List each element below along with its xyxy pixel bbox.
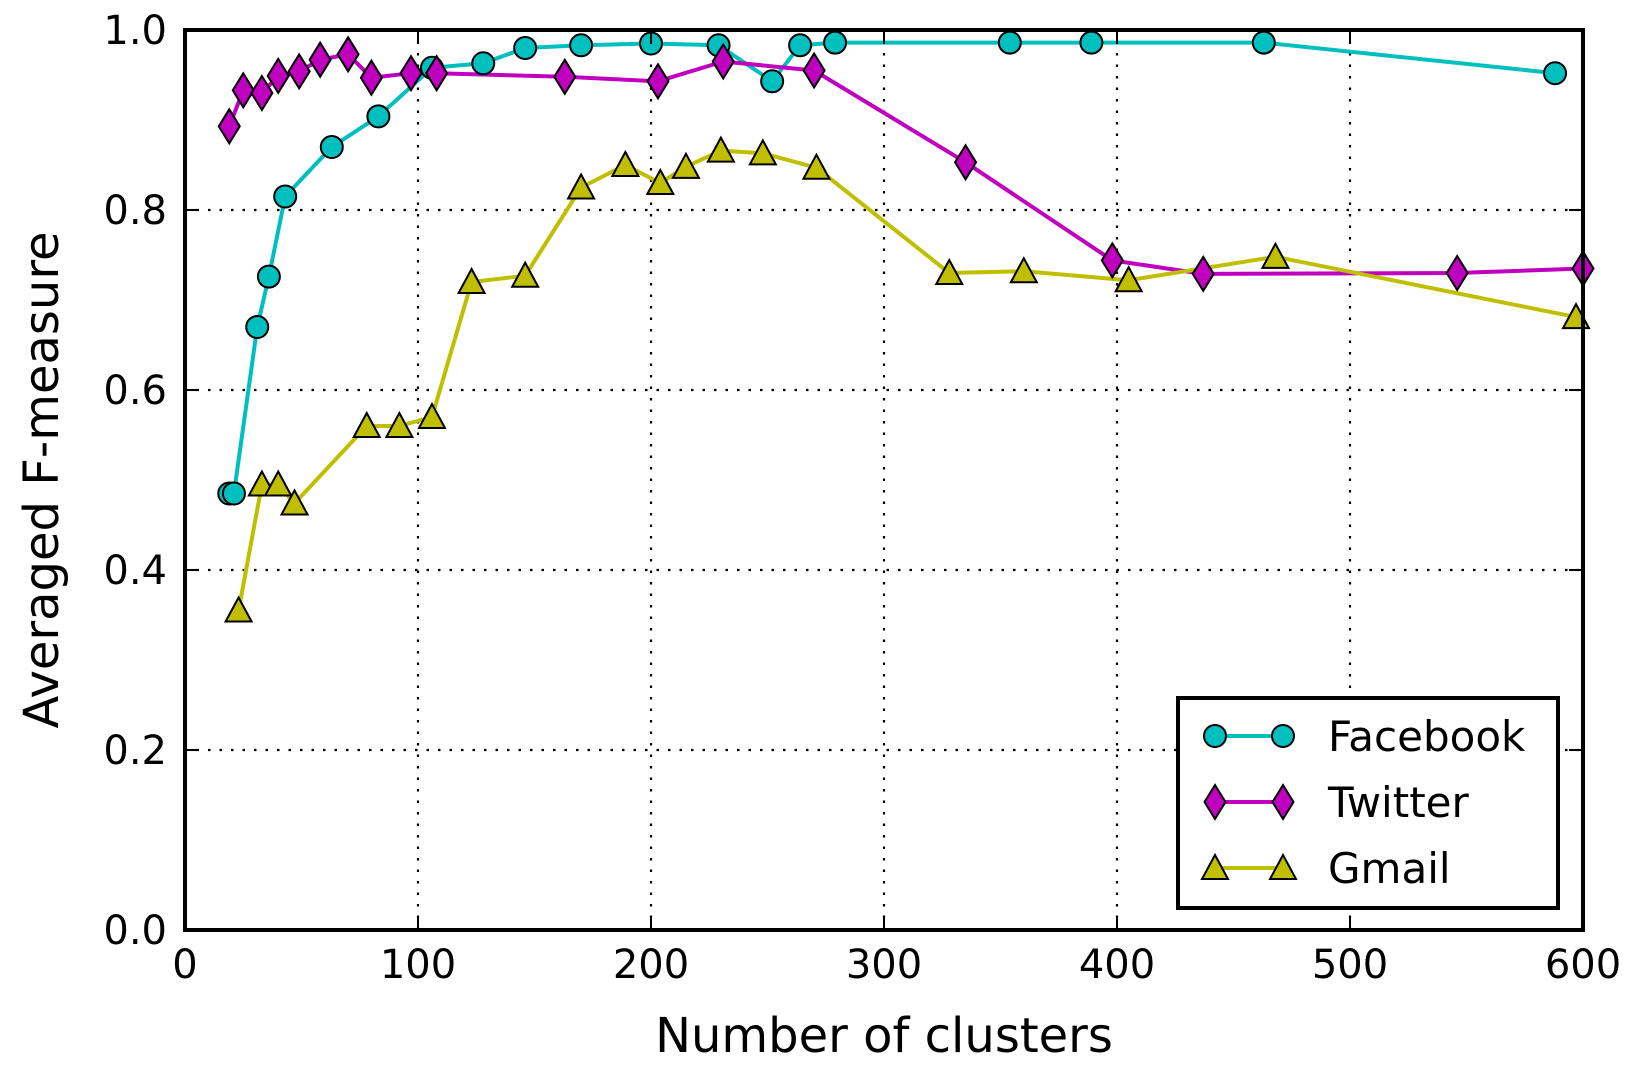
data-point-facebook: [997, 30, 1022, 55]
data-point-facebook: [788, 33, 813, 58]
data-point-twitter: [802, 51, 826, 90]
legend-marker-facebook: [1203, 724, 1227, 748]
legend-label-gmail: Gmail: [1328, 844, 1451, 893]
data-point-facebook: [245, 315, 270, 339]
legend-label-facebook: Facebook: [1328, 712, 1526, 761]
x-tick-label: 300: [846, 942, 922, 988]
data-point-facebook: [823, 30, 848, 55]
data-point-gmail: [706, 135, 736, 163]
data-point-facebook: [319, 135, 344, 159]
data-point-twitter: [1445, 254, 1469, 292]
data-point-twitter: [399, 54, 423, 93]
data-point-twitter: [308, 40, 332, 79]
data-point-facebook: [1543, 61, 1568, 86]
data-point-gmail: [1009, 256, 1039, 284]
data-point-gmail: [352, 410, 382, 439]
data-point-twitter: [217, 107, 241, 146]
y-tick-label: 0.6: [103, 368, 167, 414]
x-tick-label: 100: [380, 942, 456, 988]
data-point-twitter: [953, 143, 978, 182]
data-point-facebook: [1079, 30, 1104, 55]
legend-marker-twitter: [1203, 783, 1227, 821]
data-point-facebook: [221, 481, 246, 506]
tick-labels: 0 100 200 300 400 500 600 0.0 0.2 0.4 0.6 0.8 1.0: [103, 8, 1621, 988]
x-tick-label: 400: [1079, 942, 1155, 988]
data-point-facebook: [273, 184, 298, 209]
data-point-gmail: [263, 469, 293, 497]
x-tick-label: 600: [1545, 942, 1621, 988]
data-point-facebook: [471, 51, 496, 76]
data-point-gmail: [801, 152, 832, 180]
x-tick-label: 200: [613, 942, 689, 988]
legend-marker-gmail: [1200, 852, 1230, 881]
series-line-facebook: [229, 40, 1556, 496]
data-point-twitter: [1100, 241, 1125, 280]
data-point-gmail: [456, 266, 487, 295]
x-tick-label: 500: [1312, 942, 1388, 988]
data-point-gmail: [671, 151, 701, 179]
data-point-twitter: [287, 52, 311, 91]
data-point-gmail: [934, 257, 964, 286]
data-point-twitter: [553, 57, 577, 96]
y-tick-label: 0.2: [103, 728, 167, 774]
data-point-gmail: [223, 595, 254, 623]
data-point-twitter: [711, 42, 735, 81]
data-point-twitter: [359, 58, 384, 97]
legend-label-twitter: Twitter: [1327, 778, 1469, 827]
legend-marker-twitter: [1271, 783, 1295, 821]
data-point-facebook: [760, 69, 785, 94]
data-point-gmail: [384, 410, 415, 439]
data-point-gmail: [645, 167, 675, 196]
data-point-twitter: [1191, 254, 1215, 293]
series-markers: [217, 30, 1595, 623]
data-point-twitter: [646, 62, 670, 101]
data-point-twitter: [250, 74, 274, 112]
x-axis-label: Number of clusters: [655, 1008, 1113, 1064]
data-point-gmail: [417, 401, 447, 430]
y-tick-label: 1.0: [103, 8, 167, 54]
y-axis-label: Averaged F-measure: [14, 231, 70, 728]
data-point-twitter: [336, 35, 360, 74]
data-point-facebook: [366, 104, 391, 129]
data-point-gmail: [610, 149, 641, 178]
data-point-gmail: [510, 260, 540, 288]
data-point-facebook: [569, 33, 594, 58]
x-tick-label: 0: [172, 942, 197, 988]
data-point-gmail: [1113, 265, 1144, 293]
legend: Facebook Twitter Gmail: [1176, 696, 1560, 910]
data-point-facebook: [513, 36, 538, 60]
y-tick-label: 0.8: [103, 188, 167, 234]
data-point-gmail: [279, 488, 310, 516]
data-point-facebook: [256, 264, 281, 289]
y-tick-label: 0.4: [103, 548, 167, 594]
data-point-facebook: [1251, 30, 1276, 55]
data-point-twitter: [266, 56, 290, 95]
legend-marker-facebook: [1271, 724, 1295, 748]
data-point-gmail: [1260, 241, 1291, 269]
legend-marker-gmail: [1268, 852, 1298, 881]
data-point-twitter: [231, 71, 255, 110]
ticks: [184, 29, 1584, 931]
data-point-gmail: [748, 138, 778, 166]
data-point-twitter: [424, 54, 449, 93]
data-point-gmail: [566, 172, 596, 200]
y-tick-label: 0.0: [103, 908, 167, 954]
